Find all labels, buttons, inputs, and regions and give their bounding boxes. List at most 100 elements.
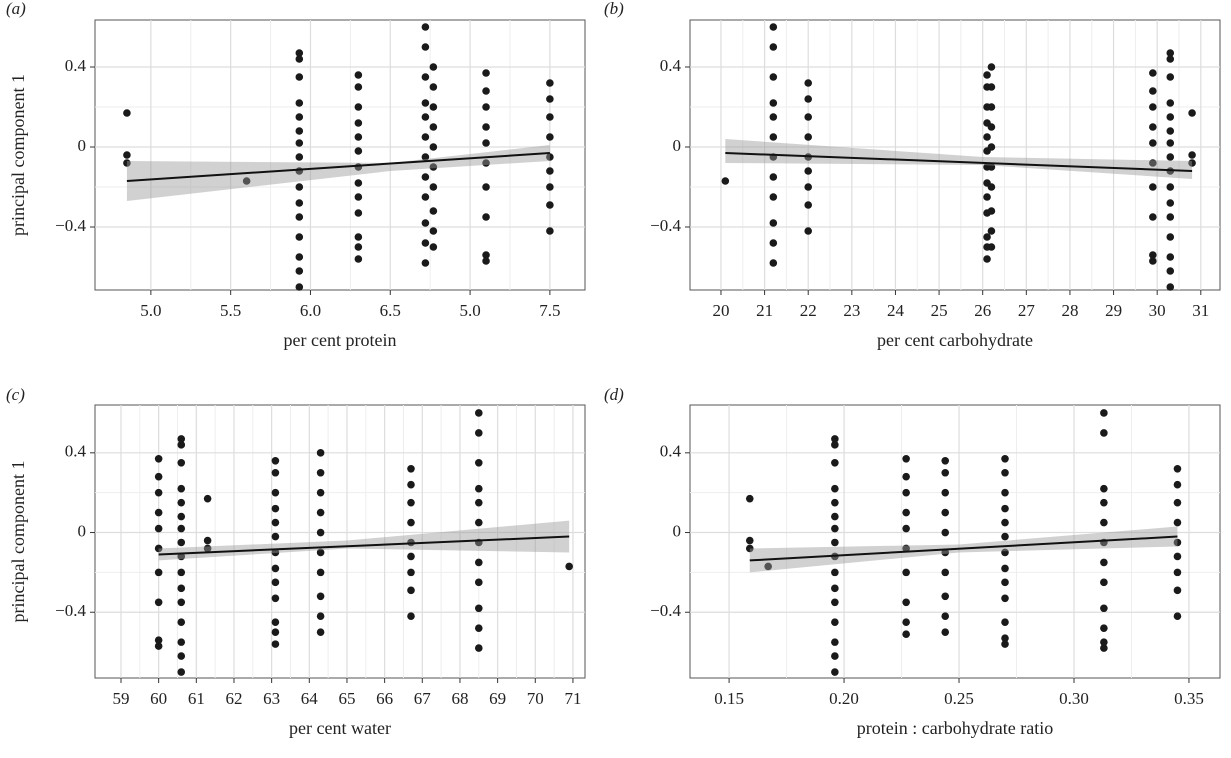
point xyxy=(177,498,186,507)
point xyxy=(546,153,554,161)
point xyxy=(1149,213,1157,221)
point xyxy=(1149,257,1157,265)
point xyxy=(177,638,186,646)
point xyxy=(1166,139,1175,147)
point xyxy=(407,518,415,527)
y-tick-label: 0.4 xyxy=(65,442,87,461)
point xyxy=(902,508,910,517)
fit-line xyxy=(158,535,570,556)
point xyxy=(1166,283,1175,291)
x-tick-label: 29 xyxy=(1105,301,1122,320)
panel-label: (a) xyxy=(6,0,26,18)
point xyxy=(421,153,430,161)
point xyxy=(831,538,839,547)
point xyxy=(271,504,280,513)
panel-label: (d) xyxy=(604,385,624,404)
point xyxy=(1149,159,1157,167)
x-tick-label: 66 xyxy=(376,689,393,708)
point xyxy=(721,177,730,185)
point xyxy=(1166,99,1175,107)
point xyxy=(1100,429,1108,437)
point xyxy=(1100,484,1108,493)
y-tick-label: 0 xyxy=(78,136,87,155)
point xyxy=(902,598,910,607)
point xyxy=(804,133,813,141)
point xyxy=(354,133,363,141)
point xyxy=(429,63,438,71)
point xyxy=(271,640,280,648)
grid xyxy=(690,20,1220,290)
point xyxy=(1001,640,1009,648)
point xyxy=(474,578,483,587)
point xyxy=(154,568,163,577)
point xyxy=(429,143,438,151)
y-axis-label: principal component 1 xyxy=(8,74,28,236)
y-tick-label: −0.4 xyxy=(55,601,86,620)
point xyxy=(177,538,186,547)
point xyxy=(1149,103,1157,111)
point xyxy=(804,167,813,175)
point xyxy=(1173,518,1182,527)
point xyxy=(902,618,910,627)
point xyxy=(1100,638,1108,646)
point xyxy=(474,484,483,493)
point xyxy=(271,628,280,636)
point xyxy=(1173,612,1182,621)
point xyxy=(1100,498,1108,507)
point xyxy=(295,99,304,107)
point xyxy=(123,109,131,117)
point xyxy=(831,498,839,507)
point xyxy=(1188,151,1196,159)
y-tick-label: −0.4 xyxy=(650,601,681,620)
x-tick-label: 28 xyxy=(1061,301,1078,320)
point xyxy=(546,113,554,121)
point xyxy=(295,153,304,161)
x-tick-label: 6.5 xyxy=(380,301,401,320)
point xyxy=(546,79,554,87)
point xyxy=(987,207,996,215)
point xyxy=(482,139,490,147)
point xyxy=(831,568,839,577)
point xyxy=(295,55,304,63)
y-axis-label: principal component 1 xyxy=(8,461,28,623)
x-axis-label: per cent carbohydrate xyxy=(877,330,1033,350)
point xyxy=(1100,624,1108,632)
point xyxy=(1001,468,1009,477)
point xyxy=(1166,213,1175,221)
point xyxy=(769,219,778,227)
x-tick-label: 69 xyxy=(489,689,506,708)
point xyxy=(203,544,212,553)
point xyxy=(987,183,996,191)
point xyxy=(745,544,754,553)
point xyxy=(354,71,363,79)
x-tick-label: 6.0 xyxy=(300,301,321,320)
point xyxy=(1001,532,1009,541)
x-tick-label: 5.0 xyxy=(140,301,161,320)
point xyxy=(546,201,554,209)
confidence-band xyxy=(725,139,1193,179)
point xyxy=(764,562,772,571)
point xyxy=(421,23,430,31)
point xyxy=(271,468,280,477)
point xyxy=(271,564,280,573)
point xyxy=(941,592,950,601)
point xyxy=(1166,113,1175,121)
point xyxy=(1001,455,1009,463)
y-tick-label: −0.4 xyxy=(650,216,681,235)
point xyxy=(1173,586,1182,595)
y-tick-label: 0 xyxy=(673,136,682,155)
point xyxy=(769,73,778,81)
x-tick-label: 61 xyxy=(188,689,205,708)
point xyxy=(421,43,430,51)
point xyxy=(987,243,996,251)
x-tick-label: 31 xyxy=(1192,301,1209,320)
x-tick-label: 20 xyxy=(712,301,729,320)
point xyxy=(421,113,430,121)
point xyxy=(295,283,304,291)
point xyxy=(804,79,813,87)
point xyxy=(902,455,910,463)
point xyxy=(831,638,839,646)
y-tick-label: 0.4 xyxy=(65,56,87,75)
point xyxy=(902,630,910,638)
